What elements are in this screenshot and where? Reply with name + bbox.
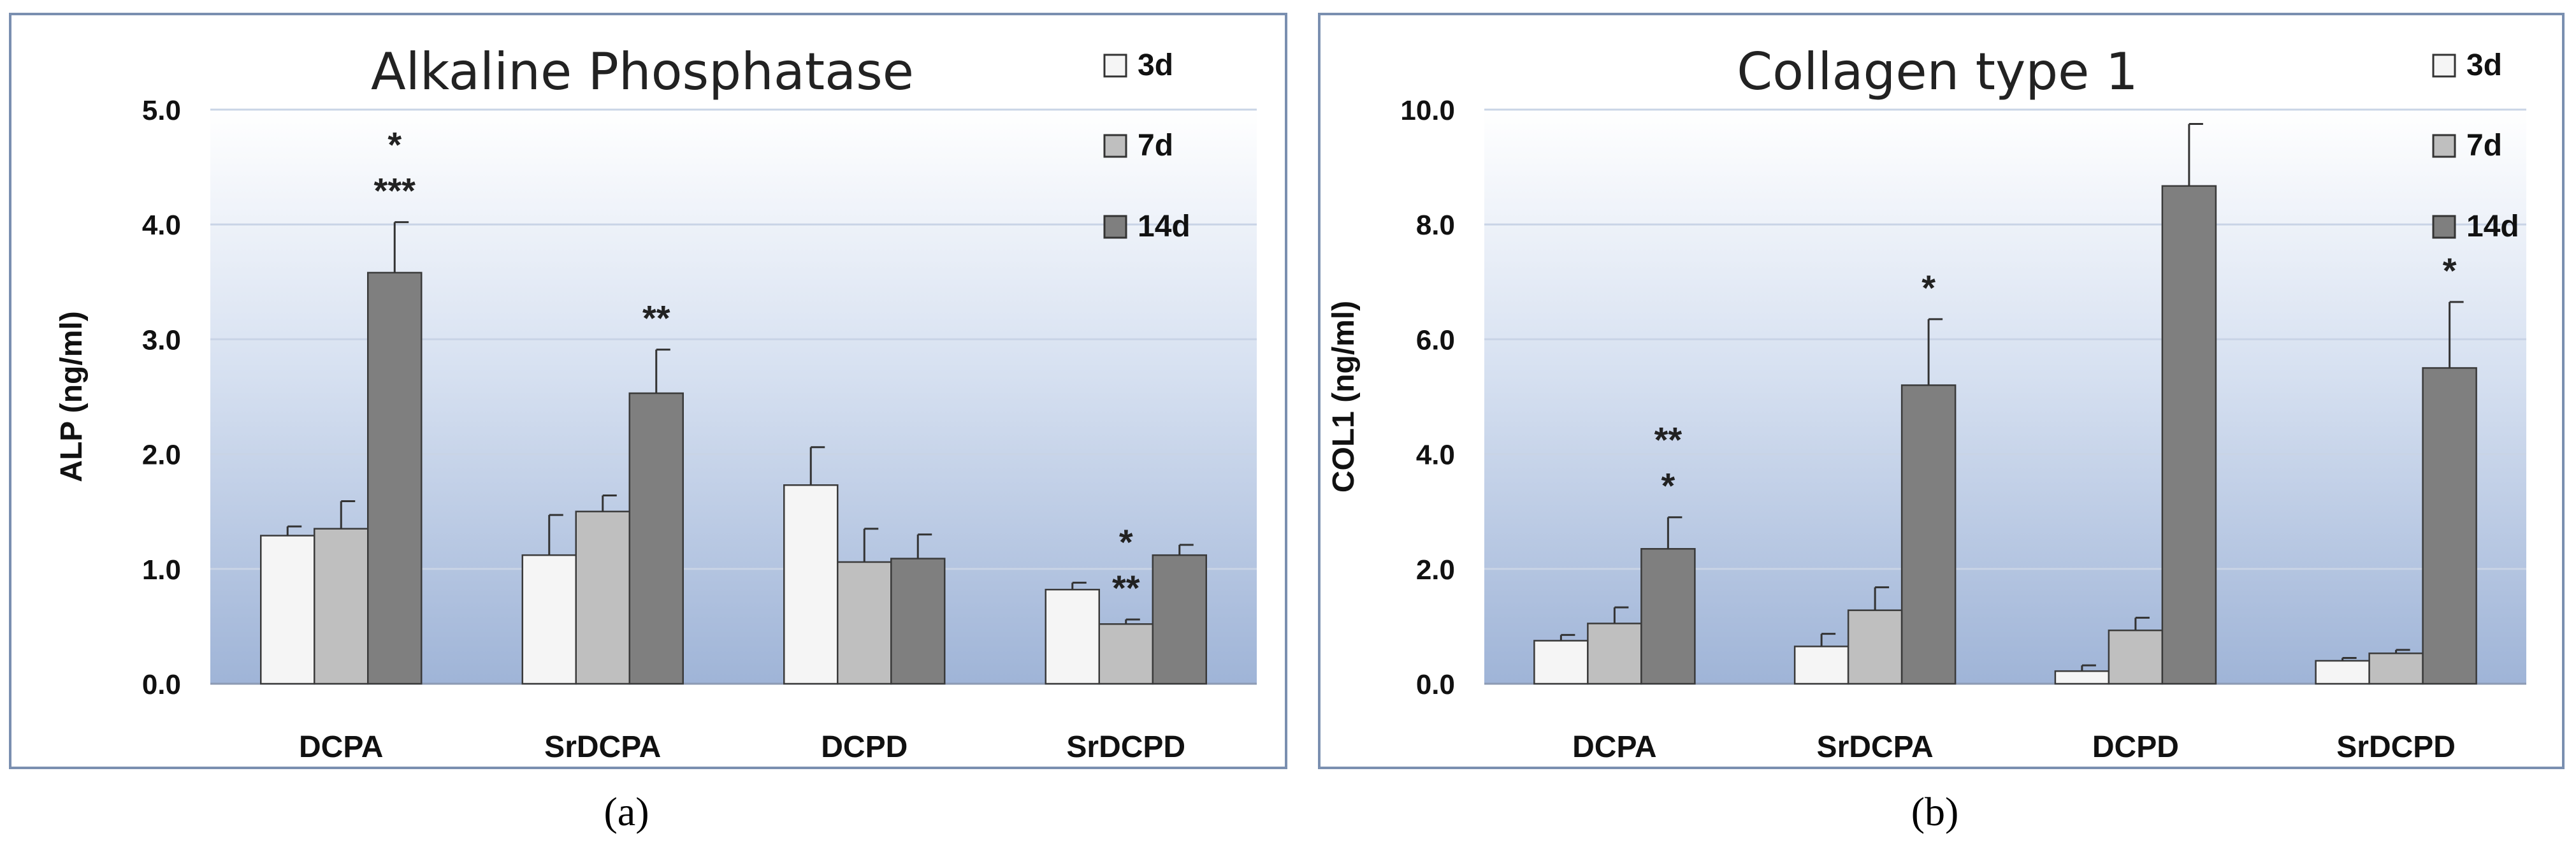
panel-caption: (b) [1911, 789, 1959, 834]
y-tick-label: 2.0 [1416, 554, 1455, 586]
x-category-label: DCPA [299, 730, 383, 764]
bar-7d-DCPD [2108, 629, 2164, 685]
chart-title: Collagen type 1 [1737, 42, 2138, 101]
bar-14d-DCPA [1640, 548, 1696, 685]
y-tick-label: 4.0 [1416, 440, 1455, 471]
bar-14d-SrDCPA [628, 392, 684, 685]
y-tick-label: 5.0 [142, 95, 181, 126]
significance-marker: * [1661, 466, 1675, 506]
bar-14d-SrDCPD [1152, 554, 1207, 685]
bar-14d-SrDCPD [2422, 367, 2477, 685]
chart-panel-a: 0.0 1.0 2.0 3.0 4.0 5.0 Alkaline Phosphatase AL… [9, 13, 1287, 834]
x-category-label: DCPD [821, 730, 908, 764]
y-axis-label: COL1 (ng/ml) [1327, 301, 1361, 493]
bar-3d-DCPD [2054, 670, 2110, 685]
bar-3d-SrDCPD [2315, 660, 2370, 685]
bar-3d-DCPA [260, 535, 315, 685]
bar-3d-DCPA [1533, 640, 1589, 685]
bar-7d-DCPD [837, 561, 892, 685]
bar-7d-DCPA [314, 528, 369, 685]
y-tick-label: 0.0 [1416, 669, 1455, 700]
x-category-label: SrDCPA [1817, 730, 1934, 764]
x-category-label: SrDCPD [1066, 730, 1185, 764]
legend-swatch-3d [2432, 54, 2456, 78]
chart-title: Alkaline Phosphatase [371, 42, 914, 101]
bar-7d-SrDCPD [1098, 623, 1154, 685]
bar-7d-SrDCPD [2368, 652, 2424, 685]
x-category-label: DCPD [2092, 730, 2179, 764]
legend-swatch-7d [1103, 134, 1127, 158]
legend-label: 7d [1138, 129, 1173, 162]
legend-label: 14d [1138, 210, 1190, 243]
y-tick-label: 4.0 [142, 210, 181, 241]
significance-marker: * [2443, 250, 2457, 291]
legend-label: 3d [1138, 48, 1173, 82]
y-tick-label: 10.0 [1400, 95, 1455, 126]
legend-label: 3d [2466, 48, 2502, 82]
x-category-label: SrDCPD [2336, 730, 2456, 764]
legend-label: 14d [2466, 210, 2519, 243]
legend-swatch-7d [2432, 134, 2456, 158]
legend-swatch-14d [2432, 215, 2456, 239]
bar-14d-SrDCPA [1900, 384, 1957, 685]
bar-3d-DCPD [783, 484, 839, 685]
bar-3d-SrDCPA [521, 554, 577, 685]
significance-marker: ** [1654, 420, 1682, 460]
bar-14d-DCPD [2161, 185, 2217, 685]
y-tick-label: 2.0 [142, 440, 181, 471]
x-category-label: DCPA [1572, 730, 1656, 764]
significance-marker: ** [642, 298, 670, 338]
legend-swatch-14d [1103, 215, 1127, 239]
y-axis-label: ALP (ng/ml) [55, 311, 89, 482]
bar-7d-DCPA [1587, 623, 1642, 685]
panel-caption: (a) [604, 789, 649, 834]
chart-panel-b: 0.0 2.0 4.0 6.0 8.0 10.0 Collagen type 1 COL1 (… [1318, 13, 2565, 834]
bar-3d-SrDCPD [1045, 588, 1100, 685]
bar-7d-SrDCPA [1847, 609, 1903, 685]
y-tick-label: 0.0 [142, 669, 181, 700]
y-tick-label: 1.0 [142, 554, 181, 586]
significance-marker: ** [1112, 568, 1140, 608]
bar-14d-DCPA [367, 271, 423, 685]
bar-7d-SrDCPA [575, 510, 630, 685]
y-tick-label: 6.0 [1416, 324, 1455, 356]
significance-marker: * [387, 125, 402, 165]
y-tick-label: 8.0 [1416, 210, 1455, 241]
significance-marker: *** [374, 171, 416, 211]
legend-label: 7d [2466, 129, 2502, 162]
significance-marker: * [1119, 522, 1133, 562]
y-tick-label: 3.0 [142, 324, 181, 356]
legend-swatch-3d [1103, 54, 1127, 78]
bar-3d-SrDCPA [1793, 646, 1849, 685]
significance-marker: * [1921, 268, 1936, 308]
bar-14d-DCPD [890, 558, 946, 685]
x-category-label: SrDCPA [544, 730, 661, 764]
